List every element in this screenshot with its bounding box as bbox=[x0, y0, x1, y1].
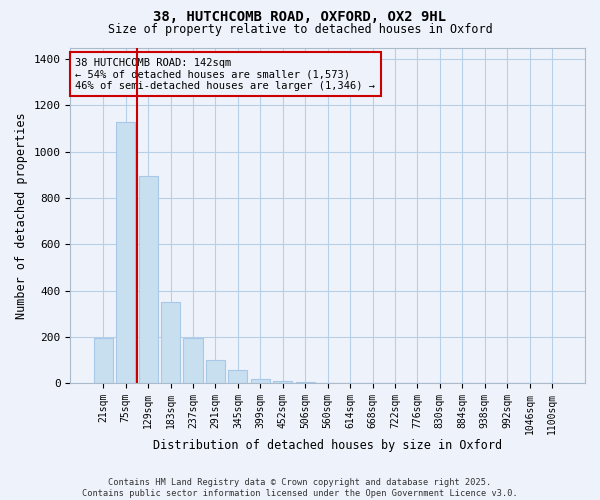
Bar bbox=[273, 381, 292, 383]
Bar bbox=[94, 338, 113, 383]
Y-axis label: Number of detached properties: Number of detached properties bbox=[15, 112, 28, 318]
Bar bbox=[161, 302, 180, 383]
Bar bbox=[116, 122, 135, 383]
Text: Contains HM Land Registry data © Crown copyright and database right 2025.
Contai: Contains HM Land Registry data © Crown c… bbox=[82, 478, 518, 498]
Bar bbox=[296, 382, 315, 383]
X-axis label: Distribution of detached houses by size in Oxford: Distribution of detached houses by size … bbox=[153, 440, 502, 452]
Bar bbox=[139, 176, 158, 383]
Bar bbox=[206, 360, 225, 383]
Text: 38 HUTCHCOMB ROAD: 142sqm
← 54% of detached houses are smaller (1,573)
46% of se: 38 HUTCHCOMB ROAD: 142sqm ← 54% of detac… bbox=[76, 58, 376, 91]
Bar bbox=[184, 338, 203, 383]
Text: Size of property relative to detached houses in Oxford: Size of property relative to detached ho… bbox=[107, 22, 493, 36]
Bar bbox=[251, 379, 270, 383]
Bar bbox=[229, 370, 247, 383]
Text: 38, HUTCHCOMB ROAD, OXFORD, OX2 9HL: 38, HUTCHCOMB ROAD, OXFORD, OX2 9HL bbox=[154, 10, 446, 24]
